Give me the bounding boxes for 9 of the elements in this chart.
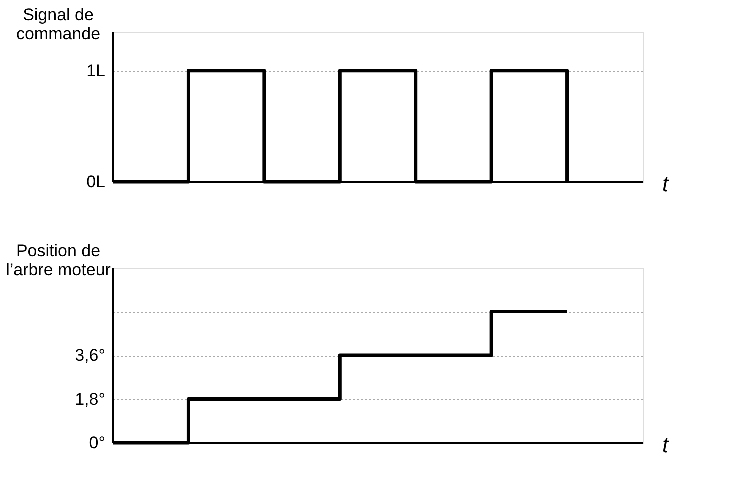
y-tick-label: 0°	[89, 434, 106, 452]
y-axis-title: Position de l’arbre moteur	[6, 242, 112, 280]
y-tick-label: 3,6°	[75, 346, 106, 365]
y-tick-label: 1L	[86, 61, 106, 80]
x-axis-title: t	[662, 432, 670, 458]
y-axis-title: Signal de commande	[16, 6, 101, 44]
y-tick-label: 1,8°	[75, 390, 106, 409]
y-tick-label: 0L	[86, 172, 106, 192]
x-axis-title: t	[662, 172, 670, 196]
